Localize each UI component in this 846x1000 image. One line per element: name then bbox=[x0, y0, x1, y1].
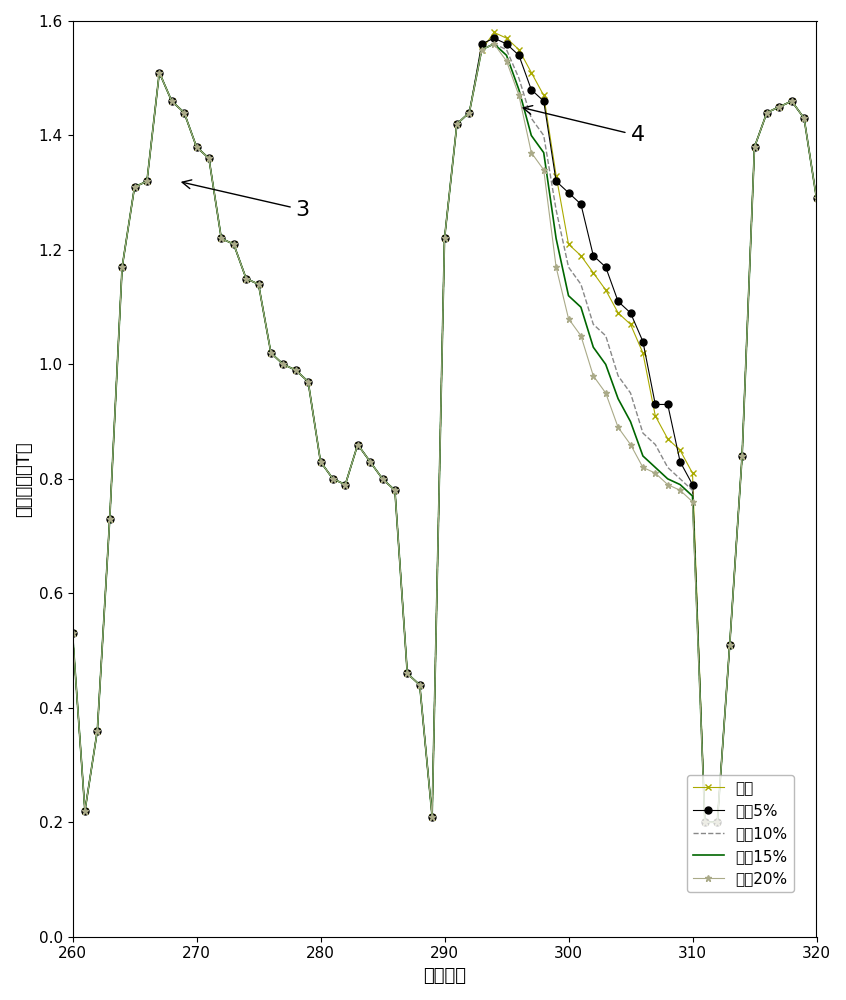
短路15% bbox=[464, 107, 475, 119]
短路15% bbox=[217, 232, 227, 244]
短路10% bbox=[217, 232, 227, 244]
短路5% bbox=[217, 232, 227, 244]
短路5% bbox=[241, 273, 251, 285]
短路20% bbox=[737, 450, 747, 462]
短路20% bbox=[489, 38, 499, 50]
Line: 短路20%: 短路20% bbox=[69, 40, 820, 826]
正常 bbox=[737, 450, 747, 462]
短路20% bbox=[700, 816, 710, 828]
短路10% bbox=[328, 473, 338, 485]
短路10% bbox=[700, 816, 710, 828]
短路10% bbox=[489, 38, 499, 50]
短路10% bbox=[737, 450, 747, 462]
短路5% bbox=[328, 473, 338, 485]
短路15% bbox=[489, 38, 499, 50]
短路5% bbox=[737, 450, 747, 462]
短路5% bbox=[464, 107, 475, 119]
短路5% bbox=[811, 192, 821, 204]
正常 bbox=[811, 192, 821, 204]
短路15% bbox=[526, 129, 536, 141]
短路5% bbox=[526, 84, 536, 96]
正常 bbox=[241, 273, 251, 285]
短路15% bbox=[328, 473, 338, 485]
短路15% bbox=[811, 192, 821, 204]
X-axis label: 数据点数: 数据点数 bbox=[423, 967, 466, 985]
短路15% bbox=[241, 273, 251, 285]
Legend: 正常, 短路5%, 短路10%, 短路15%, 短路20%: 正常, 短路5%, 短路10%, 短路15%, 短路20% bbox=[687, 775, 794, 892]
Line: 正常: 正常 bbox=[69, 29, 820, 826]
Text: 4: 4 bbox=[523, 106, 645, 145]
短路10% bbox=[811, 192, 821, 204]
短路20% bbox=[68, 627, 78, 639]
短路5% bbox=[489, 32, 499, 44]
短路5% bbox=[700, 816, 710, 828]
短路10% bbox=[526, 112, 536, 124]
短路20% bbox=[811, 192, 821, 204]
短路15% bbox=[68, 627, 78, 639]
短路5% bbox=[68, 627, 78, 639]
Line: 短路10%: 短路10% bbox=[73, 44, 816, 822]
Line: 短路15%: 短路15% bbox=[73, 44, 816, 822]
短路20% bbox=[464, 107, 475, 119]
短路15% bbox=[700, 816, 710, 828]
正常 bbox=[68, 627, 78, 639]
正常 bbox=[700, 816, 710, 828]
短路20% bbox=[526, 147, 536, 159]
正常 bbox=[328, 473, 338, 485]
短路20% bbox=[241, 273, 251, 285]
短路20% bbox=[217, 232, 227, 244]
正常 bbox=[526, 67, 536, 79]
短路10% bbox=[464, 107, 475, 119]
正常 bbox=[489, 26, 499, 38]
短路15% bbox=[737, 450, 747, 462]
Text: 3: 3 bbox=[182, 180, 310, 220]
短路10% bbox=[241, 273, 251, 285]
正常 bbox=[464, 107, 475, 119]
Line: 短路5%: 短路5% bbox=[69, 35, 820, 826]
短路10% bbox=[68, 627, 78, 639]
正常 bbox=[217, 232, 227, 244]
Y-axis label: 磁通密度（T）: 磁通密度（T） bbox=[15, 441, 33, 517]
短路20% bbox=[328, 473, 338, 485]
